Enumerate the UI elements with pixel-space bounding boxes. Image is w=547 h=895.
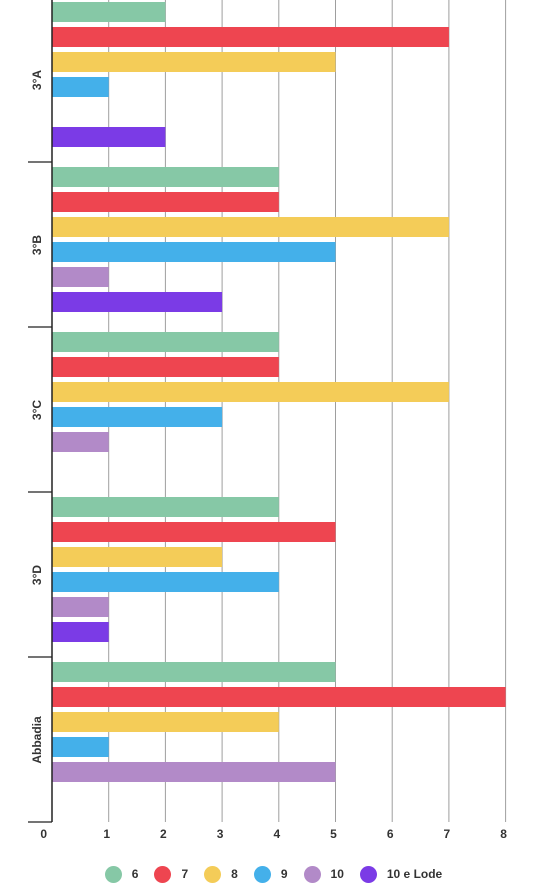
- bar: [52, 217, 449, 237]
- x-tick-labels: 0 1 2 3 4 5 6 7 8: [40, 827, 507, 841]
- legend-item: 9: [253, 865, 288, 883]
- x-tick-label: 1: [103, 827, 110, 841]
- bar: [52, 572, 279, 592]
- bar: [52, 547, 223, 567]
- legend-item: 7: [154, 865, 189, 883]
- bar: [52, 167, 279, 187]
- legend-label: 9: [280, 867, 288, 881]
- legend-item: 8: [204, 865, 238, 883]
- legend-swatch: [253, 865, 271, 883]
- bar: [52, 432, 109, 452]
- bar: [52, 292, 223, 312]
- bar: [52, 522, 336, 542]
- bar: [52, 357, 279, 377]
- x-tick-label: 3: [217, 827, 224, 841]
- bar: [52, 407, 223, 427]
- legend-label: 10 e Lode: [386, 867, 443, 881]
- legend-label: 8: [231, 867, 238, 881]
- x-tick-label: 0: [40, 827, 47, 841]
- bar: [52, 762, 336, 782]
- x-tick-label: 6: [387, 827, 394, 841]
- bar: [52, 2, 166, 22]
- legend-label: 10: [330, 867, 344, 881]
- bar: [52, 662, 336, 682]
- legend-swatch: [303, 865, 321, 883]
- bar: [52, 332, 279, 352]
- axes: [28, 0, 53, 823]
- bar: [52, 77, 109, 97]
- bar: [52, 267, 109, 287]
- legend-swatch: [154, 865, 172, 883]
- category-label: 3°B: [30, 235, 44, 255]
- bar: [52, 127, 166, 147]
- bar-chart: 0 1 2 3 4 5 6 7 8 3°A 3°B 3°C 3°D Abbadia: [28, 0, 507, 841]
- legend-label: 7: [181, 867, 189, 881]
- legend-item: 10 e Lode: [359, 865, 443, 883]
- legend-swatch: [204, 865, 222, 883]
- bar: [52, 737, 109, 757]
- bar: [52, 192, 279, 212]
- bar: [52, 242, 336, 262]
- category-label: Abbadia: [30, 716, 44, 764]
- x-tick-label: 2: [160, 827, 167, 841]
- x-tick-label: 4: [273, 827, 280, 841]
- legend-item: 6: [104, 865, 139, 883]
- bar: [52, 622, 109, 642]
- bar: [52, 497, 279, 517]
- category-label: 3°A: [30, 70, 44, 90]
- x-tick-label: 8: [500, 827, 507, 841]
- bar: [52, 52, 336, 72]
- legend-label: 6: [131, 867, 139, 881]
- bar: [52, 687, 506, 707]
- bar: [52, 382, 449, 402]
- bar: [52, 27, 449, 47]
- x-tick-label: 7: [444, 827, 451, 841]
- legend-swatch: [359, 865, 377, 883]
- x-tick-label: 5: [330, 827, 337, 841]
- bars: [52, 2, 506, 782]
- category-label: 3°C: [30, 400, 44, 420]
- legend: 6 7 8 9 10 10 e Lode: [0, 862, 547, 886]
- category-labels: 3°A 3°B 3°C 3°D Abbadia: [30, 70, 44, 764]
- legend-item: 10: [303, 865, 344, 883]
- legend-swatch: [104, 865, 122, 883]
- category-label: 3°D: [30, 565, 44, 585]
- bar: [52, 712, 279, 732]
- bar: [52, 597, 109, 617]
